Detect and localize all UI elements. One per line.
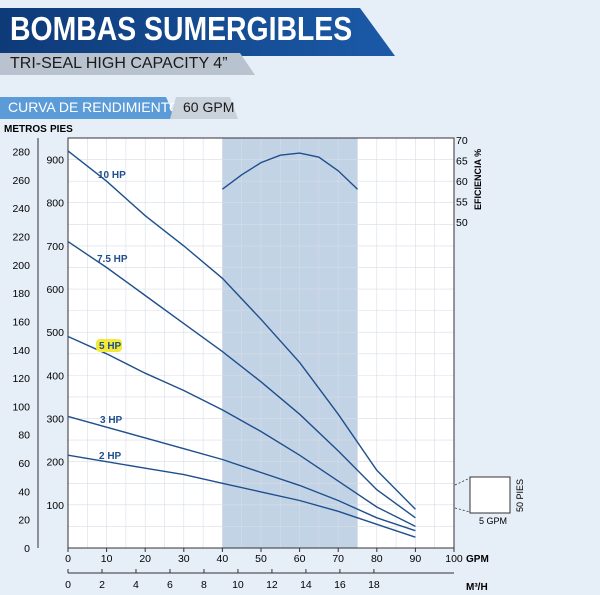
curve-tag bbox=[0, 97, 176, 119]
pies-tick-label: 900 bbox=[46, 155, 64, 167]
metros-tick-label: 180 bbox=[12, 288, 30, 300]
metros-tick-label: 80 bbox=[18, 430, 30, 442]
gpm-tick-label: 70 bbox=[332, 553, 344, 565]
page-title: BOMBAS SUMERGIBLES bbox=[10, 10, 353, 47]
highlight-5hp bbox=[96, 339, 122, 352]
series-label: 2 HP bbox=[99, 451, 122, 462]
scale-box-leader-bottom bbox=[454, 507, 471, 513]
metros-tick-label: 60 bbox=[18, 458, 30, 470]
m3h-tick-label: 8 bbox=[201, 579, 207, 591]
pies-tick-label: 200 bbox=[46, 457, 64, 469]
m3h-tick-label: 18 bbox=[368, 579, 380, 591]
efficiency-tick-label: 55 bbox=[456, 197, 468, 209]
gpm-tick-label: 90 bbox=[410, 553, 422, 565]
scale-box-leader-top bbox=[454, 477, 471, 486]
m3h-axis-label: M³/H bbox=[466, 582, 488, 593]
gpm-tick-label: 100 bbox=[445, 553, 463, 565]
m3h-tick-label: 14 bbox=[300, 579, 312, 591]
gpm-tick-label: 0 bbox=[65, 553, 71, 565]
title-banner bbox=[0, 8, 395, 56]
m3h-tick-label: 0 bbox=[65, 579, 71, 591]
curve-10-hp bbox=[67, 150, 416, 510]
metros-tick-label: 220 bbox=[12, 231, 30, 243]
efficiency-tick-label: 65 bbox=[456, 156, 468, 168]
series-label: 5 HP bbox=[99, 341, 122, 352]
curve-5-hp bbox=[67, 335, 416, 528]
scale-box-width-label: 5 GPM bbox=[479, 516, 507, 526]
curve-label: CURVA DE RENDIMIENTO bbox=[8, 99, 180, 115]
m3h-tick-label: 10 bbox=[232, 579, 244, 591]
m3h-tick-label: 6 bbox=[167, 579, 173, 591]
gpm-tick-label: 40 bbox=[217, 553, 229, 565]
page-subtitle: TRI-SEAL HIGH CAPACITY 4” bbox=[10, 55, 228, 72]
recommended-band bbox=[222, 138, 358, 548]
efficiency-axis-label: EFICIENCIA % bbox=[473, 149, 483, 210]
gpm-tag bbox=[170, 97, 238, 119]
metros-tick-label: 100 bbox=[12, 401, 30, 413]
gpm-tick-label: 10 bbox=[101, 553, 113, 565]
scale-box-height-label: 50 PIES bbox=[515, 479, 525, 512]
metros-tick-label: 280 bbox=[12, 147, 30, 159]
efficiency-tick-label: 50 bbox=[456, 217, 468, 229]
metros-tick-label: 20 bbox=[18, 515, 30, 527]
efficiency-curve bbox=[221, 152, 358, 190]
gpm-label: 60 GPM bbox=[183, 99, 235, 115]
metros-tick-label: 240 bbox=[12, 203, 30, 215]
gpm-tick-label: 60 bbox=[294, 553, 306, 565]
series-label: 3 HP bbox=[100, 415, 123, 426]
gpm-tick-label: 80 bbox=[371, 553, 383, 565]
efficiency-tick-label: 70 bbox=[456, 135, 468, 147]
m3h-tick-label: 12 bbox=[266, 579, 278, 591]
curve-3-hp bbox=[67, 415, 416, 532]
metros-tick-label: 200 bbox=[12, 260, 30, 272]
series-label: 10 HP bbox=[98, 170, 126, 181]
pies-tick-label: 600 bbox=[46, 284, 64, 296]
pies-tick-label: 800 bbox=[46, 198, 64, 210]
metros-tick-label: 120 bbox=[12, 373, 30, 385]
scale-box bbox=[469, 476, 511, 514]
m3h-tick-label: 16 bbox=[334, 579, 346, 591]
curve-7-5-hp bbox=[67, 241, 416, 519]
pies-tick-label: 700 bbox=[46, 241, 64, 253]
subtitle-banner bbox=[0, 53, 255, 75]
metros-tick-label: 0 bbox=[24, 543, 30, 555]
metros-tick-label: 40 bbox=[18, 486, 30, 498]
metros-tick-label: 160 bbox=[12, 316, 30, 328]
metros-tick-label: 260 bbox=[12, 175, 30, 187]
m3h-tick-label: 2 bbox=[99, 579, 105, 591]
gpm-tick-label: 20 bbox=[139, 553, 151, 565]
efficiency-tick-label: 60 bbox=[456, 176, 468, 188]
curve-2-hp bbox=[67, 454, 416, 538]
pies-tick-label: 500 bbox=[46, 327, 64, 339]
metros-axis-label: METROS bbox=[4, 124, 47, 135]
gpm-axis-label: GPM bbox=[466, 554, 489, 565]
pies-tick-label: 300 bbox=[46, 414, 64, 426]
series-label: 7.5 HP bbox=[97, 254, 128, 265]
gpm-tick-label: 30 bbox=[178, 553, 190, 565]
pies-tick-label: 400 bbox=[46, 370, 64, 382]
m3h-tick-label: 4 bbox=[133, 579, 139, 591]
gpm-tick-label: 50 bbox=[255, 553, 267, 565]
pies-axis-label: PIES bbox=[50, 124, 73, 135]
metros-tick-label: 140 bbox=[12, 345, 30, 357]
pies-tick-label: 100 bbox=[46, 500, 64, 512]
